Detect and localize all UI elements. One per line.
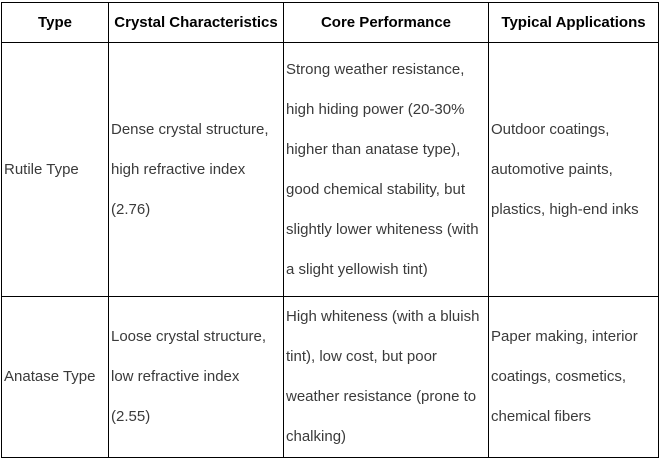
cell-anatase-core-performance: High whiteness (with a bluish tint), low… <box>283 296 489 458</box>
comparison-table: Type Crystal Characteristics Core Perfor… <box>1 2 659 458</box>
table-body: Rutile Type Dense crystal structure, hig… <box>1 42 659 458</box>
column-header-type: Type <box>1 2 109 43</box>
cell-rutile-type: Rutile Type <box>1 42 109 297</box>
column-header-core-performance: Core Performance <box>283 2 489 43</box>
column-header-typical-applications: Typical Applications <box>488 2 659 43</box>
cell-anatase-typical-applications: Paper making, interior coatings, cosmeti… <box>488 296 659 458</box>
table-row-anatase: Anatase Type Loose crystal structure, lo… <box>1 296 659 458</box>
table-row-rutile: Rutile Type Dense crystal structure, hig… <box>1 42 659 297</box>
cell-rutile-typical-applications: Outdoor coatings, automotive paints, pla… <box>488 42 659 297</box>
column-header-crystal-characteristics: Crystal Characteristics <box>108 2 284 43</box>
cell-rutile-core-performance: Strong weather resistance, high hiding p… <box>283 42 489 297</box>
header-row: Type Crystal Characteristics Core Perfor… <box>1 2 659 43</box>
cell-anatase-type: Anatase Type <box>1 296 109 458</box>
cell-rutile-crystal-characteristics: Dense crystal structure, high refractive… <box>108 42 284 297</box>
cell-anatase-crystal-characteristics: Loose crystal structure, low refractive … <box>108 296 284 458</box>
table-header: Type Crystal Characteristics Core Perfor… <box>1 2 659 43</box>
